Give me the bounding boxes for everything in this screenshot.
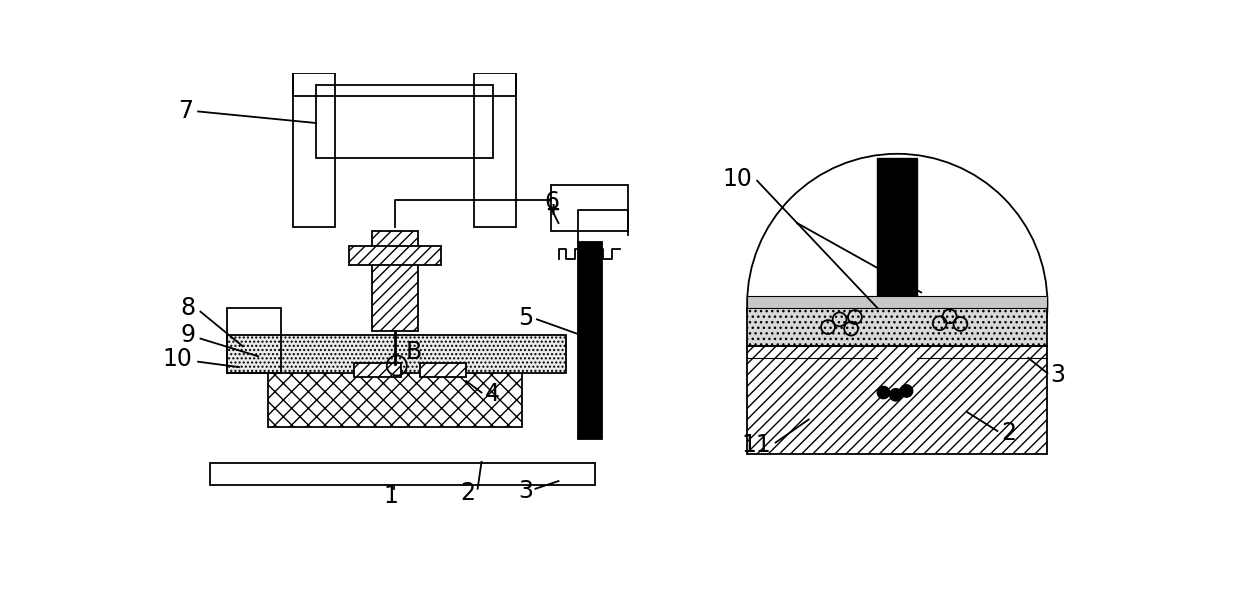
Text: 8: 8	[180, 296, 195, 320]
Bar	[268, 365, 522, 427]
Text: 10: 10	[723, 167, 753, 192]
Bar	[877, 157, 918, 404]
Text: 2: 2	[460, 480, 475, 505]
Text: 3: 3	[518, 479, 533, 503]
Bar	[551, 185, 627, 231]
Circle shape	[900, 385, 913, 397]
Bar	[227, 335, 567, 373]
Text: +: +	[546, 201, 560, 219]
Text: 7: 7	[177, 100, 192, 123]
Bar	[293, 35, 516, 96]
Bar	[578, 243, 603, 439]
Bar	[211, 463, 595, 485]
Text: 11: 11	[742, 433, 771, 457]
Text: 1: 1	[383, 484, 398, 508]
Text: 9: 9	[180, 323, 195, 347]
Text: 3: 3	[1050, 363, 1065, 387]
Bar	[877, 393, 918, 404]
Bar	[748, 296, 1048, 308]
Bar	[372, 231, 418, 331]
Text: B: B	[405, 340, 423, 364]
Text: 6: 6	[544, 190, 559, 215]
Text: 4: 4	[485, 382, 501, 406]
Circle shape	[889, 389, 901, 401]
Text: 10: 10	[162, 347, 192, 371]
Text: 2: 2	[1001, 421, 1017, 445]
Bar	[293, 73, 335, 227]
Bar	[355, 363, 401, 377]
Text: 5: 5	[518, 306, 534, 330]
Bar	[350, 246, 441, 266]
Bar	[420, 363, 466, 377]
Bar	[748, 308, 1048, 347]
Bar	[748, 347, 1048, 454]
Bar	[316, 85, 494, 157]
Bar	[227, 308, 281, 373]
Circle shape	[877, 386, 889, 399]
Bar	[474, 73, 516, 227]
